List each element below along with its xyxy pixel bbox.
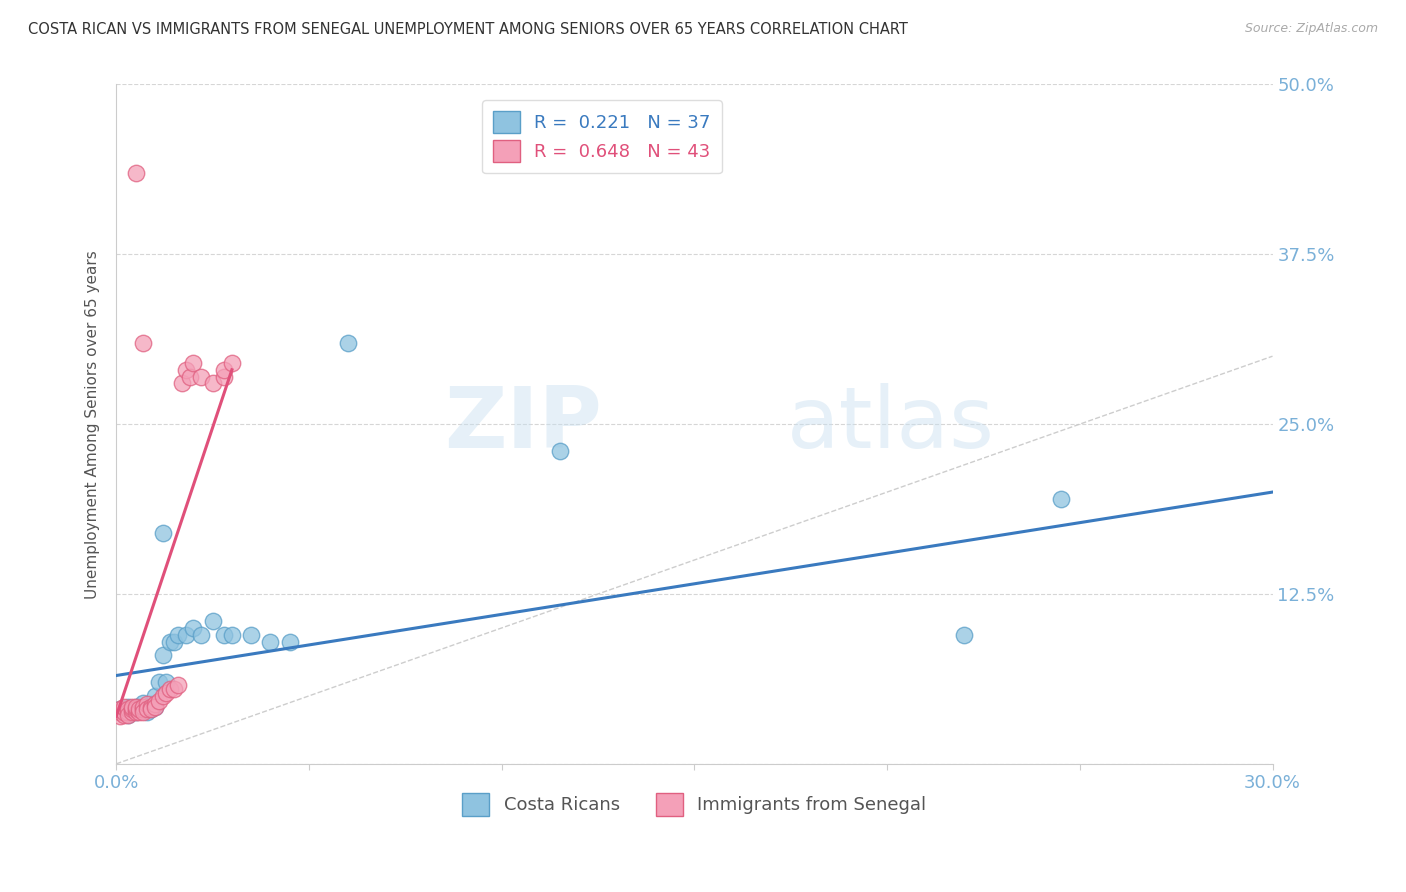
Point (121, 705, 143, 719)
Point (117, 707, 139, 722)
Point (124, 702, 146, 716)
Point (132, 702, 155, 716)
Point (190, 369, 212, 384)
Point (124, 705, 146, 719)
Point (139, 697, 162, 711)
Point (112, 705, 135, 719)
Point (155, 675, 177, 690)
Point (139, 699, 162, 714)
Point (117, 702, 139, 716)
Point (212, 369, 235, 384)
Point (155, 686, 177, 700)
Point (121, 702, 143, 716)
Point (1049, 491, 1071, 506)
Point (143, 689, 166, 703)
Point (124, 705, 146, 719)
Point (139, 702, 162, 716)
Point (117, 707, 139, 722)
Y-axis label: Unemployment Among Seniors over 65 years: Unemployment Among Seniors over 65 years (86, 250, 100, 599)
Point (136, 702, 159, 716)
Point (152, 525, 174, 540)
Point (179, 369, 201, 384)
Point (108, 702, 131, 716)
Point (132, 696, 155, 710)
Point (159, 634, 181, 648)
Point (128, 705, 150, 719)
Point (174, 363, 197, 377)
Point (212, 628, 235, 642)
Point (240, 628, 263, 642)
Point (190, 628, 212, 642)
Point (183, 356, 205, 370)
Point (139, 702, 162, 716)
Point (132, 702, 155, 716)
Point (152, 689, 174, 703)
Point (136, 699, 159, 714)
Point (132, 335, 155, 350)
Point (167, 628, 190, 642)
Point (174, 628, 197, 642)
Point (170, 376, 193, 391)
Point (163, 634, 186, 648)
Point (336, 335, 359, 350)
Point (112, 699, 135, 714)
Point (152, 648, 174, 662)
Point (201, 614, 224, 628)
Text: atlas: atlas (787, 383, 995, 466)
Point (201, 376, 224, 391)
Point (143, 699, 166, 714)
Point (159, 682, 181, 697)
Point (136, 705, 159, 719)
Text: ZIP: ZIP (444, 383, 602, 466)
Point (121, 699, 143, 714)
Point (148, 675, 170, 690)
Point (132, 705, 155, 719)
Point (136, 697, 159, 711)
Point (212, 363, 235, 377)
Point (167, 678, 190, 692)
Point (112, 707, 135, 722)
Point (221, 356, 243, 370)
Point (548, 444, 571, 458)
Point (132, 699, 155, 714)
Point (278, 634, 301, 648)
Point (108, 705, 131, 719)
Point (117, 705, 139, 719)
Point (143, 699, 166, 714)
Point (112, 705, 135, 719)
Point (128, 699, 150, 714)
Point (108, 709, 131, 723)
Point (221, 628, 243, 642)
Point (124, 699, 146, 714)
Legend: Costa Ricans, Immigrants from Senegal: Costa Ricans, Immigrants from Senegal (456, 786, 934, 822)
Point (121, 702, 143, 716)
Point (259, 634, 281, 648)
Text: Source: ZipAtlas.com: Source: ZipAtlas.com (1244, 22, 1378, 36)
Point (128, 702, 150, 716)
Point (128, 702, 150, 716)
Point (953, 628, 976, 642)
Point (148, 694, 170, 708)
Point (143, 697, 166, 711)
Point (163, 682, 186, 697)
Point (124, 166, 146, 180)
Point (124, 699, 146, 714)
Point (183, 621, 205, 635)
Point (117, 699, 139, 714)
Point (108, 702, 131, 716)
Text: COSTA RICAN VS IMMIGRANTS FROM SENEGAL UNEMPLOYMENT AMONG SENIORS OVER 65 YEARS : COSTA RICAN VS IMMIGRANTS FROM SENEGAL U… (28, 22, 908, 37)
